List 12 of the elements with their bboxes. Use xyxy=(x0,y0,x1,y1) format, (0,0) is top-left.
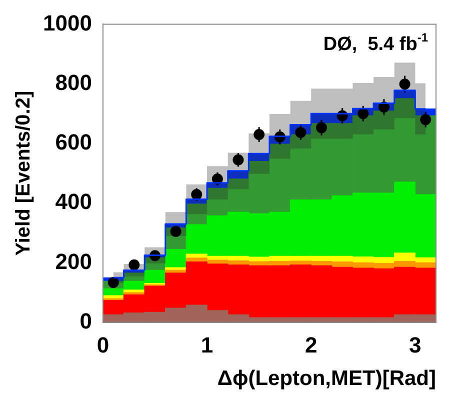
y-axis-title: Yield [Events/0.2] xyxy=(12,90,35,256)
y-tick-label: 800 xyxy=(55,70,92,95)
y-tick-label: 0 xyxy=(80,308,92,334)
y-tick-label: 600 xyxy=(55,130,92,155)
y-tick-label: 400 xyxy=(55,189,92,214)
x-tick-label: 3 xyxy=(409,332,422,358)
x-tick-label: 2 xyxy=(304,332,318,358)
x-tick-label: 1 xyxy=(200,332,214,358)
x-axis-title: Δϕ(Lepton,MET)[Rad] xyxy=(217,367,436,390)
y-tick-label: 200 xyxy=(55,248,92,274)
x-tick-label: 0 xyxy=(96,332,110,358)
y-tick-label: 1000 xyxy=(42,10,92,36)
